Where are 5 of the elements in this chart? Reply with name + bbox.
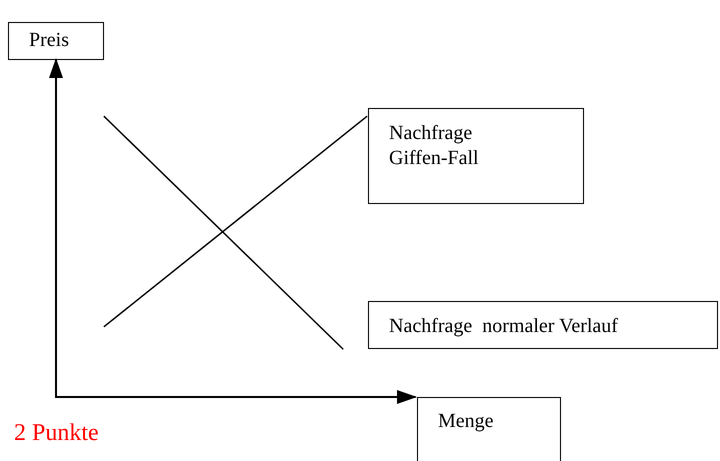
text: Nachfrage normaler Verlauf — [389, 314, 619, 339]
x-axis-title: Menge — [417, 397, 561, 461]
text: 2 Punkte — [14, 420, 99, 447]
series-label: Nachfrage Giffen-Fall — [389, 121, 480, 171]
y-axis-title: Preis — [8, 22, 104, 60]
